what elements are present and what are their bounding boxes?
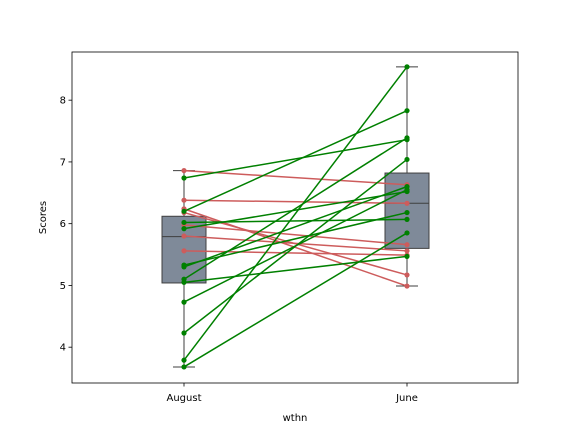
pair-line-5 (183, 224, 408, 246)
pair-line-13 (183, 185, 408, 268)
point-august-13 (181, 264, 187, 270)
point-june-3 (404, 283, 410, 289)
point-august-2 (181, 197, 187, 203)
point-june-15 (404, 187, 410, 193)
point-august-17 (181, 357, 187, 363)
point-august-19 (181, 276, 187, 282)
y-tick-label: 4 (60, 343, 66, 354)
y-axis: 4 5 6 7 8 (60, 96, 72, 354)
point-august-7 (181, 248, 187, 254)
pair-line-18 (183, 232, 408, 368)
point-june-5 (404, 242, 410, 248)
point-june-9 (404, 108, 410, 114)
point-august-18 (181, 364, 187, 370)
y-tick-label: 8 (60, 96, 66, 107)
point-august-11 (181, 226, 187, 232)
point-august-9 (181, 208, 187, 214)
pair-line-2 (183, 199, 408, 205)
point-june-2 (404, 200, 410, 206)
pair-line-1 (183, 169, 408, 186)
point-august-8 (181, 175, 187, 181)
x-tick-label: August (167, 393, 202, 404)
point-august-1 (181, 167, 187, 174)
point-june-10 (404, 216, 410, 222)
y-tick-label: 6 (60, 219, 66, 230)
point-june-19 (404, 135, 410, 141)
pair-line-14 (183, 255, 408, 284)
y-tick-label: 7 (60, 157, 66, 168)
point-august-16 (181, 330, 187, 336)
pair-line-11 (183, 190, 408, 230)
plot-frame (71, 51, 519, 384)
point-august-15 (181, 299, 187, 305)
point-june-16 (404, 156, 410, 163)
x-tick-label: June (395, 393, 418, 404)
y-tick-label: 5 (60, 281, 66, 292)
x-axis: August June (167, 383, 418, 404)
pair-line-9 (183, 109, 408, 213)
point-june-18 (404, 230, 410, 236)
point-august-10 (181, 219, 187, 226)
point-june-17 (404, 64, 410, 70)
pair-line-8 (183, 138, 408, 179)
points-layer (181, 64, 410, 370)
pair-lines-layer (183, 66, 408, 368)
y-axis-label: Scores (38, 201, 49, 234)
x-axis-label: wthn (283, 413, 308, 424)
point-june-14 (404, 253, 410, 260)
pair-line-6 (183, 235, 408, 252)
point-june-6 (404, 248, 410, 254)
point-june-12 (404, 209, 410, 216)
point-august-6 (181, 233, 187, 239)
pair-line-16 (183, 158, 408, 334)
pair-line-19 (183, 137, 408, 280)
point-june-4 (404, 272, 410, 278)
pair-line-17 (183, 66, 408, 361)
